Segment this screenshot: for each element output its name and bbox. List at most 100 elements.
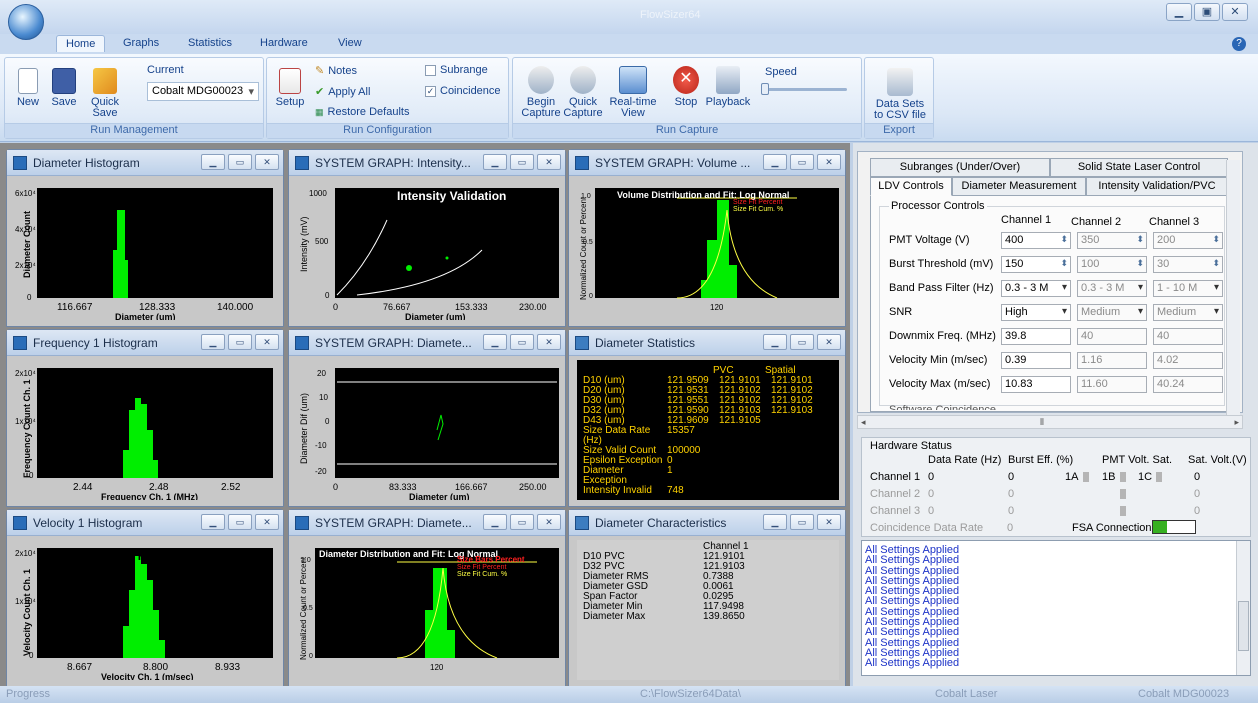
coincidence-check[interactable]: ✓ [425,85,436,97]
close-icon[interactable]: ✕ [817,514,841,530]
minimize-icon[interactable]: ▁ [483,334,507,350]
chevron-down-icon[interactable]: ▾ [1213,282,1219,293]
scroll-left-icon[interactable]: ◂ [861,417,866,427]
chevron-down-icon[interactable]: ▾ [1061,306,1067,317]
velocity-histogram-window[interactable]: Velocity 1 Histogram ▁ ▭ ✕ Velocity 1 Hist… [6,509,284,687]
ldv-field[interactable]: 40.24 [1153,376,1223,393]
ldv-field[interactable]: 1 - 10 M ▾ [1153,280,1223,297]
close-button[interactable]: ✕ [1222,3,1248,21]
minimize-icon[interactable]: ▁ [483,514,507,530]
scroll-right-icon[interactable]: ▸ [1234,417,1239,427]
close-icon[interactable]: ✕ [255,334,279,350]
diameter-diff-window[interactable]: SYSTEM GRAPH: Diamete... ▁ ▭ ✕ Diameter Di… [288,329,566,507]
speed-slider-thumb[interactable] [761,83,769,95]
minimize-icon[interactable]: ▁ [763,334,787,350]
close-icon[interactable]: ✕ [537,154,561,170]
ldv-field[interactable]: 150 ⬍ [1001,256,1071,273]
tab-ldv-controls[interactable]: LDV Controls [870,177,952,196]
close-icon[interactable]: ✕ [255,154,279,170]
ldv-field[interactable]: 30 ⬍ [1153,256,1223,273]
diameter-distribution-window[interactable]: SYSTEM GRAPH: Diamete... ▁ ▭ ✕ Diameter Di… [288,509,566,687]
restore-icon[interactable]: ▭ [228,154,252,170]
spinner-icon[interactable]: ⬍ [1136,234,1144,244]
tab-home[interactable]: Home [56,35,106,52]
ldv-field[interactable]: 39.8 [1001,328,1071,345]
tab-graphs[interactable]: Graphs [123,37,160,49]
minimize-icon[interactable]: ▁ [483,154,507,170]
tab-subranges[interactable]: Subranges (Under/Over) [870,158,1050,177]
quick-save-button[interactable]: Quick Save [85,68,125,119]
spinner-icon[interactable]: ⬍ [1212,234,1220,244]
frequency-histogram-window[interactable]: Frequency 1 Histogram ▁ ▭ ✕ Frequency 1 Hi… [6,329,284,507]
close-icon[interactable]: ✕ [817,334,841,350]
ldv-field[interactable]: 350 ⬍ [1077,232,1147,249]
tab-laser-control[interactable]: Solid State Laser Control [1050,158,1228,177]
restore-icon[interactable]: ▭ [228,334,252,350]
playback-button[interactable]: Playback [703,66,753,108]
ldv-field[interactable]: 11.60 [1077,376,1147,393]
begin-capture-button[interactable]: Begin Capture [521,66,561,119]
minimize-icon[interactable]: ▁ [763,154,787,170]
restore-defaults-button[interactable]: ▦ Restore Defaults [315,106,410,118]
minimize-button[interactable]: ▁ [1166,3,1192,21]
maximize-button[interactable]: ▣ [1194,3,1220,21]
minimize-icon[interactable]: ▁ [201,334,225,350]
restore-icon[interactable]: ▭ [510,334,534,350]
new-button[interactable]: New [13,68,43,108]
close-icon[interactable]: ✕ [537,514,561,530]
stop-button[interactable]: ✕ Stop [669,66,703,108]
realtime-view-button[interactable]: Real-time View [607,66,659,119]
minimize-icon[interactable]: ▁ [201,514,225,530]
ldv-field[interactable]: 400 ⬍ [1001,232,1071,249]
restore-icon[interactable]: ▭ [790,154,814,170]
diameter-histogram-window[interactable]: Diameter Histogram ▁ ▭ ✕ Diameter Histogra… [6,149,284,327]
tab-diameter-measurement[interactable]: Diameter Measurement [952,177,1086,196]
scroll-thumb-grip-icon[interactable]: ⦀ [1040,417,1044,427]
tab-view[interactable]: View [338,37,362,49]
diameter-characteristics-window[interactable]: Diameter Characteristics ▁ ▭ ✕ Channel 1 D… [568,509,846,687]
ldv-field[interactable]: 0.3 - 3 M ▾ [1077,280,1147,297]
app-orb-button[interactable] [8,4,44,40]
restore-icon[interactable]: ▭ [790,334,814,350]
minimize-icon[interactable]: ▁ [201,154,225,170]
log-scrollbar[interactable] [1236,541,1250,675]
chevron-down-icon[interactable]: ▾ [1061,282,1067,293]
tab-statistics[interactable]: Statistics [188,37,233,49]
spinner-icon[interactable]: ⬍ [1060,258,1068,268]
volume-distribution-window[interactable]: SYSTEM GRAPH: Volume ... ▁ ▭ ✕ Volume Dist… [568,149,846,327]
coincidence-checkbox[interactable]: ✓ Coincidence [425,85,501,97]
tab-hardware[interactable]: Hardware [260,37,308,49]
ldv-field[interactable]: 200 ⬍ [1153,232,1223,249]
ldv-field[interactable]: 1.16 [1077,352,1147,369]
ldv-scrollbar[interactable] [1226,160,1240,422]
ldv-field[interactable]: Medium ▾ [1077,304,1147,321]
minimize-icon[interactable]: ▁ [763,514,787,530]
notes-button[interactable]: ✎ Notes [315,64,357,78]
datasets-csv-button[interactable]: Data Sets to CSV file [871,68,929,121]
horizontal-scrollbar[interactable]: ◂ ⦀ ▸ [857,415,1243,429]
ldv-field[interactable]: 10.83 [1001,376,1071,393]
chevron-down-icon[interactable]: ▾ [1213,306,1219,317]
ldv-field[interactable]: 0.3 - 3 M ▾ [1001,280,1071,297]
restore-icon[interactable]: ▭ [790,514,814,530]
ldv-field[interactable]: 40 [1077,328,1147,345]
setup-button[interactable]: Setup [272,68,308,108]
restore-icon[interactable]: ▭ [510,154,534,170]
ldv-field[interactable]: 0.39 [1001,352,1071,369]
intensity-graph-window[interactable]: SYSTEM GRAPH: Intensity... ▁ ▭ ✕ Intensity… [288,149,566,327]
save-button[interactable]: Save [48,68,80,108]
spinner-icon[interactable]: ⬍ [1060,234,1068,244]
restore-icon[interactable]: ▭ [228,514,252,530]
help-icon[interactable]: ? [1232,37,1246,51]
ldv-field[interactable]: Medium ▾ [1153,304,1223,321]
ldv-field[interactable]: High ▾ [1001,304,1071,321]
chevron-down-icon[interactable]: ▾ [1137,306,1143,317]
log-scroll-thumb[interactable] [1238,601,1249,651]
speed-slider[interactable] [761,83,847,95]
chevron-down-icon[interactable]: ▾ [1137,282,1143,293]
close-icon[interactable]: ✕ [255,514,279,530]
subrange-checkbox[interactable]: Subrange [425,64,488,76]
spinner-icon[interactable]: ⬍ [1212,258,1220,268]
restore-icon[interactable]: ▭ [510,514,534,530]
diameter-statistics-window[interactable]: Diameter Statistics ▁ ▭ ✕ PVC Spatial D10 (… [568,329,846,507]
